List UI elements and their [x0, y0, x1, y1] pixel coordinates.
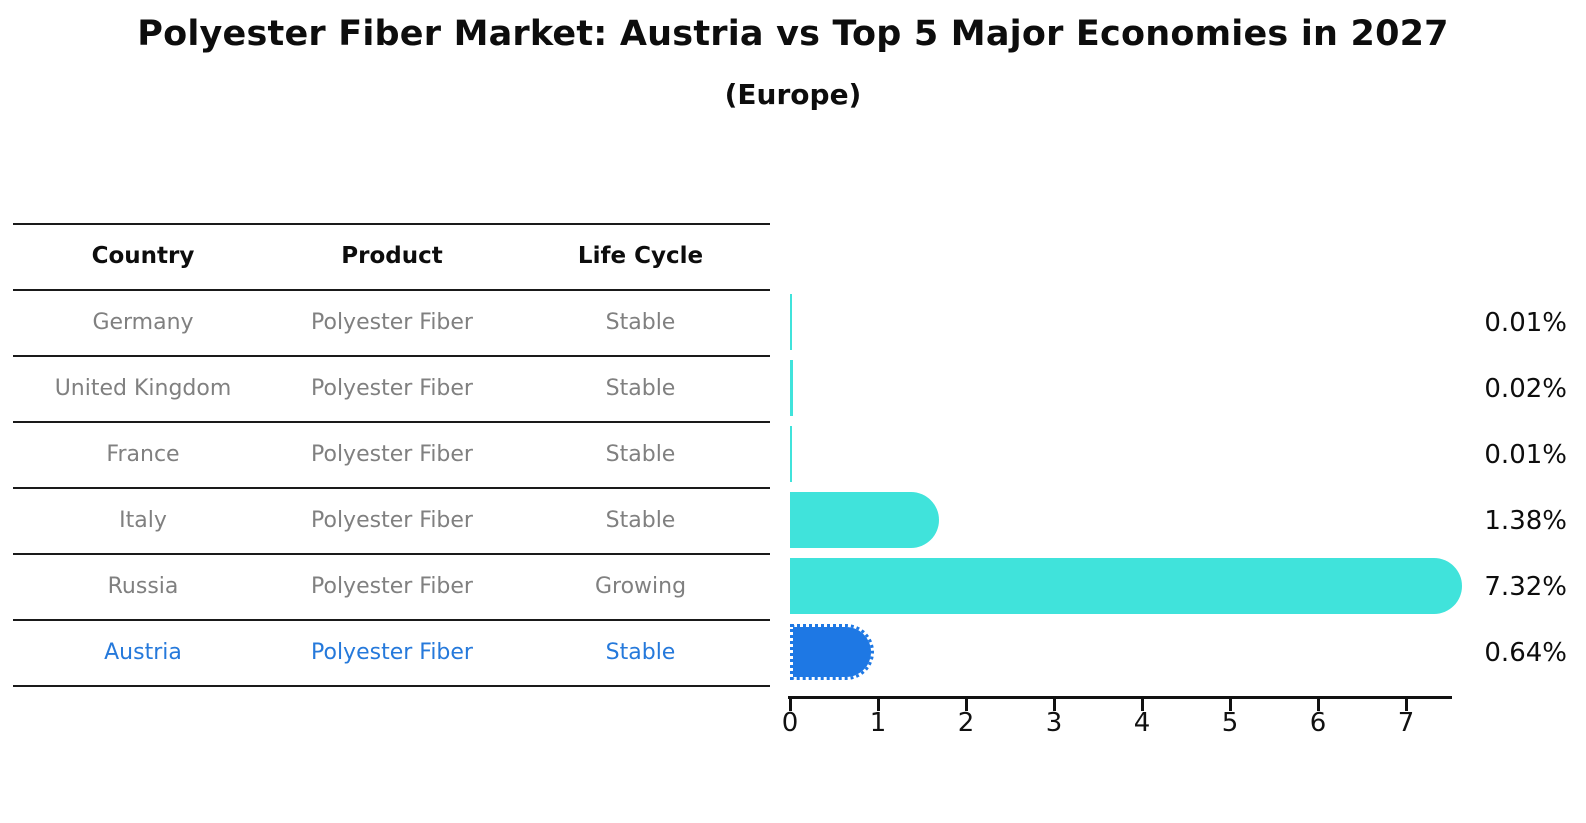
cell-life-cycle: Stable — [605, 375, 676, 401]
x-axis-tick — [1141, 698, 1144, 711]
table-separator-line — [13, 223, 770, 225]
header-product: Product — [341, 243, 443, 269]
cell-country: France — [106, 441, 180, 467]
x-axis-tick-label: 2 — [957, 708, 975, 738]
cell-product: Polyester Fiber — [311, 375, 473, 401]
bar-united-kingdom — [790, 360, 793, 416]
table-separator-line — [13, 487, 770, 489]
cell-product: Polyester Fiber — [311, 507, 473, 533]
page-title: Polyester Fiber Market: Austria vs Top 5… — [137, 14, 1449, 54]
cell-life-cycle: Stable — [605, 441, 676, 467]
table-header-row: Country Product Life Cycle — [13, 223, 770, 289]
x-axis-tick — [1229, 698, 1232, 711]
cell-life-cycle: Stable — [605, 507, 676, 533]
table-separator-line — [13, 355, 770, 357]
cell-country: United Kingdom — [54, 375, 232, 401]
x-axis-tick-label: 4 — [1133, 708, 1151, 738]
value-label: 0.02% — [1484, 374, 1567, 404]
table-separator-line — [13, 421, 770, 423]
x-axis-tick — [965, 698, 968, 711]
cell-country: Germany — [92, 309, 194, 335]
x-axis-tick-label: 3 — [1045, 708, 1063, 738]
table-row: Germany Polyester Fiber Stable — [13, 289, 770, 355]
table-separator-line — [13, 619, 770, 621]
x-axis-tick-label: 6 — [1309, 708, 1327, 738]
cell-life-cycle: Stable — [605, 639, 676, 665]
x-axis-tick-label: 1 — [869, 708, 887, 738]
cell-life-cycle: Growing — [594, 573, 687, 599]
x-axis-tick — [877, 698, 880, 711]
value-label: 0.64% — [1484, 638, 1567, 668]
table-row: Russia Polyester Fiber Growing — [13, 553, 770, 619]
value-label: 0.01% — [1484, 440, 1567, 470]
cell-product: Polyester Fiber — [311, 309, 473, 335]
bar-italy — [790, 492, 939, 548]
cell-life-cycle: Stable — [605, 309, 676, 335]
table-separator-line — [13, 685, 770, 687]
cell-country: Russia — [107, 573, 179, 599]
table-row: Italy Polyester Fiber Stable — [13, 487, 770, 553]
x-axis-tick — [789, 698, 792, 711]
bar-germany — [790, 294, 792, 350]
x-axis-tick — [1053, 698, 1056, 711]
value-label: 1.38% — [1484, 506, 1567, 536]
x-axis-line — [788, 696, 1452, 699]
header-life-cycle: Life Cycle — [577, 243, 704, 269]
table-separator-line — [13, 289, 770, 291]
cell-product: Polyester Fiber — [311, 441, 473, 467]
x-axis-tick-label: 5 — [1221, 708, 1239, 738]
bar-austria — [790, 624, 874, 680]
x-axis-tick-label: 7 — [1397, 708, 1415, 738]
x-axis-tick — [1317, 698, 1320, 711]
header-country: Country — [91, 243, 195, 269]
cell-product: Polyester Fiber — [311, 639, 473, 665]
bar-russia — [790, 558, 1462, 614]
value-label: 0.01% — [1484, 308, 1567, 338]
bar-france — [790, 426, 792, 482]
x-axis-tick-label: 0 — [781, 708, 799, 738]
cell-country: Italy — [119, 507, 167, 533]
table-row: United Kingdom Polyester Fiber Stable — [13, 355, 770, 421]
table-separator-line — [13, 553, 770, 555]
cell-product: Polyester Fiber — [311, 573, 473, 599]
table-row: Austria Polyester Fiber Stable — [13, 619, 770, 685]
table-row: France Polyester Fiber Stable — [13, 421, 770, 487]
value-label: 7.32% — [1484, 572, 1567, 602]
x-axis-tick — [1405, 698, 1408, 711]
page-subtitle: (Europe) — [724, 78, 862, 111]
cell-country: Austria — [104, 639, 182, 665]
